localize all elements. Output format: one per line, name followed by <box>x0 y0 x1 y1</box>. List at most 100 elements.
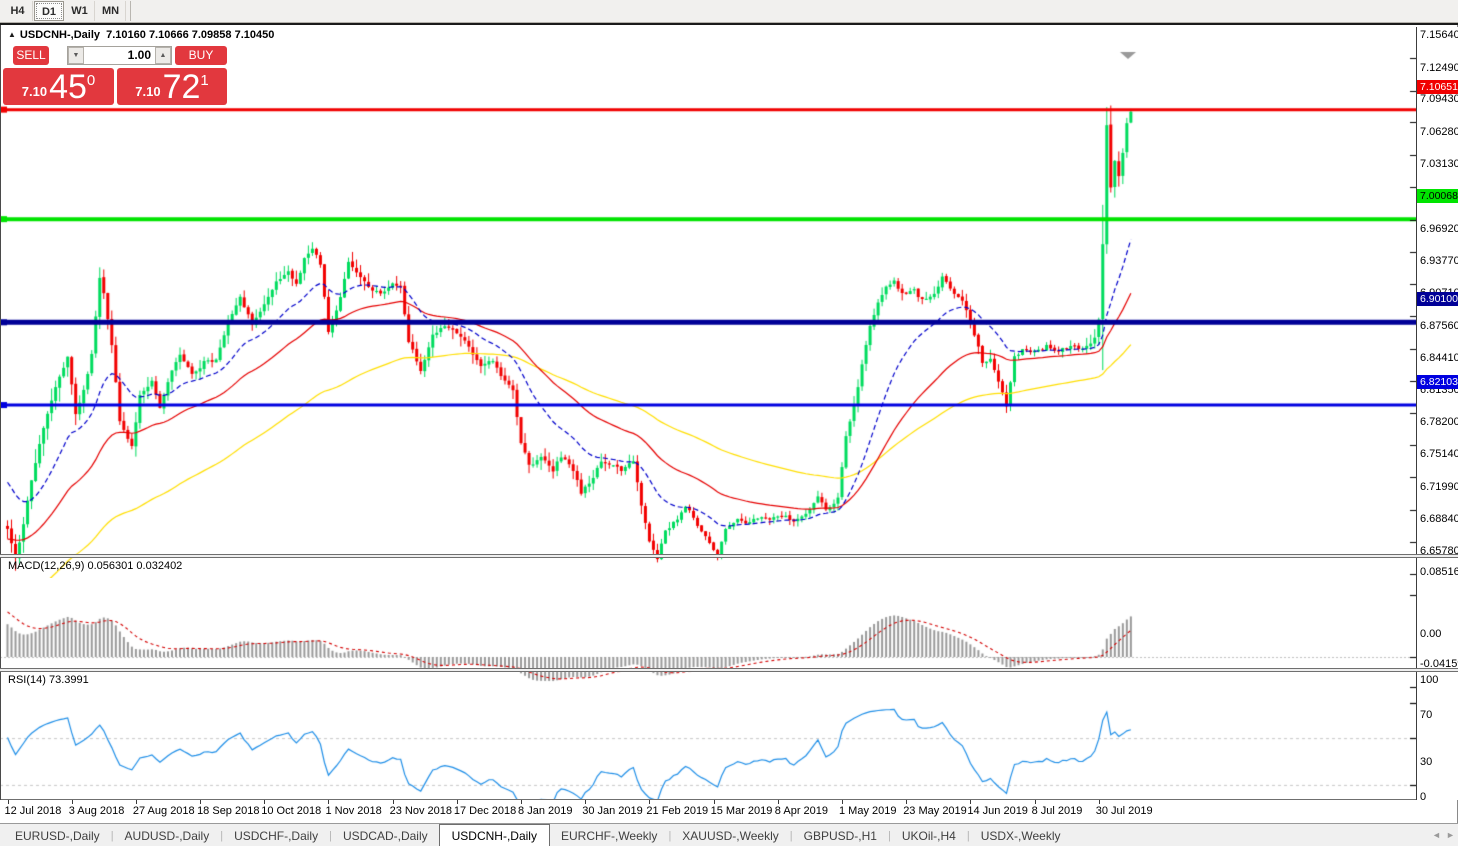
date-tick <box>906 800 908 804</box>
rsi-tick-label: 30 <box>1420 755 1433 768</box>
date-label: 10 Oct 2018 <box>261 805 322 817</box>
buy-price-big: 72 <box>162 68 201 106</box>
price-chart-canvas[interactable] <box>0 50 1416 578</box>
symbol-tab-gbpusd-h1[interactable]: GBPUSD-,H1 <box>803 829 877 843</box>
date-label: 3 Aug 2018 <box>68 805 125 817</box>
symbol-tab-xauusd-weekly[interactable]: XAUUSD-,Weekly <box>682 829 779 843</box>
price-tick-label: 6.84410 <box>1420 352 1458 365</box>
tab-separator: | <box>329 830 332 842</box>
symbol-tab-bar: EURUSD-,Daily | AUDUSD-,Daily | USDCHF-,Dail… <box>0 823 1458 846</box>
symbol-tab-usdcad-daily[interactable]: USDCAD-,Daily <box>342 829 428 843</box>
volume-decrease-button[interactable]: ▼ <box>68 47 84 64</box>
date-tick <box>1098 800 1100 804</box>
chevron-down-icon: ▼ <box>72 52 80 59</box>
price-tick-label: 7.03130 <box>1420 158 1458 171</box>
price-tick-label: 6.75140 <box>1420 448 1458 461</box>
macd-current-values: 0.056301 0.032402 <box>87 560 183 572</box>
volume-spinner: ▼ 1.00 ▲ <box>67 46 172 65</box>
rsi-indicator-label: RSI(14) 73.3991 <box>8 674 89 686</box>
sell-button[interactable]: SELL <box>13 46 49 65</box>
date-label: 8 Jan 2019 <box>518 805 573 817</box>
price-tick-label: 6.78200 <box>1420 416 1458 429</box>
price-axis[interactable]: 7.156407.124907.094307.062807.031306.999… <box>1417 27 1458 803</box>
tab-separator: | <box>220 830 224 842</box>
date-axis[interactable]: 12 Jul 2018 3 Aug 2018 27 Aug 2018 18 Sep 2… <box>0 800 1416 822</box>
symbol-marker-icon: ▲ <box>8 30 16 39</box>
date-tick <box>713 800 715 804</box>
date-label: 21 Feb 2019 <box>646 805 709 817</box>
price-tick-label: 7.12490 <box>1420 61 1458 74</box>
date-tick <box>841 800 843 804</box>
symbol-tabs: EURUSD-,Daily | AUDUSD-,Daily | USDCHF-,Dail… <box>4 823 1072 846</box>
date-tick <box>200 800 202 804</box>
panel-splitter-macd[interactable] <box>0 554 1458 558</box>
price-tick-label: 7.06280 <box>1420 125 1458 138</box>
window-left-border <box>0 25 1 822</box>
one-click-trade-panel: SELL ▼ 1.00 ▲ BUY 7.10 45 0 7.10 72 1 <box>3 46 227 105</box>
rsi-tick-label: 100 <box>1420 674 1439 686</box>
tab-separator: | <box>887 830 891 842</box>
rsi-tick-label: 0 <box>1420 791 1427 803</box>
volume-input[interactable]: 1.00 <box>127 48 151 62</box>
tab-separator: | <box>110 830 114 842</box>
date-label: 1 Nov 2018 <box>325 805 382 817</box>
chart-title: ▲ USDCNH-,Daily 7.10160 7.10666 7.09858 7… <box>8 29 274 41</box>
buy-button[interactable]: BUY <box>175 46 227 65</box>
volume-increase-button[interactable]: ▲ <box>155 47 171 64</box>
symbol-tab-ukoil-h4[interactable]: UKOil-,H4 <box>901 829 956 843</box>
date-tick <box>585 800 587 804</box>
price-tick-label: 6.68840 <box>1420 513 1458 526</box>
date-label: 18 Sep 2018 <box>197 805 260 817</box>
chart-ohlc-values: 7.10160 7.10666 7.09858 7.10450 <box>106 29 275 41</box>
chart-client-area: ▲ USDCNH-,Daily 7.10160 7.10666 7.09858 7… <box>0 23 1458 846</box>
hline-price-badge: 7.00068 <box>1417 189 1458 204</box>
rsi-bottom-border <box>0 799 1416 800</box>
timeframe-button-d1[interactable]: D1 <box>34 1 64 21</box>
hline-price-badge: 6.82103 <box>1417 375 1458 390</box>
rsi-current-value: 73.3991 <box>48 674 89 686</box>
tab-scroll-left-icon[interactable]: ◄ <box>1432 830 1441 840</box>
sell-price-prefix: 7.10 <box>21 84 48 99</box>
timeframe-button-h4[interactable]: H4 <box>3 1 33 21</box>
date-tick <box>264 800 266 804</box>
price-axis-separator <box>1416 27 1417 800</box>
buy-price-box[interactable]: 7.10 72 1 <box>117 68 227 105</box>
timeframe-button-w1[interactable]: W1 <box>65 1 95 21</box>
symbol-tab-usdchf-daily[interactable]: USDCHF-,Daily <box>234 829 319 843</box>
price-tick-label: 6.87560 <box>1420 319 1458 332</box>
symbol-tab-eurusd-daily[interactable]: EURUSD-,Daily <box>15 829 100 843</box>
macd-name: MACD(12,26,9) <box>8 560 85 572</box>
sell-price-box[interactable]: 7.10 45 0 <box>3 68 114 105</box>
tab-separator: | <box>789 830 793 842</box>
date-tick <box>777 800 779 804</box>
buy-price-pip: 1 <box>200 72 209 89</box>
chart-symbol-label: USDCNH-,Daily <box>19 29 100 41</box>
symbol-tab-usdx-weekly[interactable]: USDX-,Weekly <box>980 829 1061 843</box>
price-tick-label: 6.93770 <box>1420 255 1458 268</box>
buy-price-prefix: 7.10 <box>135 84 161 99</box>
price-tick-label: 6.71990 <box>1420 480 1458 493</box>
macd-panel-canvas[interactable] <box>0 581 1416 691</box>
timeframe-button-mn[interactable]: MN <box>96 1 126 21</box>
symbol-tab-usdcnh-daily[interactable]: USDCNH-,Daily <box>438 823 550 846</box>
date-label: 23 Nov 2018 <box>389 805 453 817</box>
panel-splitter-rsi[interactable] <box>0 668 1458 672</box>
date-tick <box>328 800 330 804</box>
toolbar-divider <box>130 1 131 21</box>
rsi-name: RSI(14) <box>8 674 46 686</box>
date-label: 1 May 2019 <box>838 805 897 817</box>
sell-price-pip: 0 <box>86 72 96 89</box>
date-tick <box>521 800 523 804</box>
tab-scroll-right-icon[interactable]: ► <box>1446 830 1455 840</box>
symbol-tab-eurchf-weekly[interactable]: EURCHF-,Weekly <box>560 829 658 843</box>
timeframe-toolbar: H4 D1 W1 MN <box>0 0 1458 23</box>
date-tick <box>456 800 458 804</box>
date-label: 30 Jan 2019 <box>582 805 643 817</box>
macd-tick-label: -0.04159 <box>1420 658 1458 671</box>
date-label: 8 Apr 2019 <box>774 805 829 817</box>
date-label: 12 Jul 2018 <box>4 805 62 817</box>
symbol-tab-audusd-daily[interactable]: AUDUSD-,Daily <box>124 829 210 843</box>
price-tick-label: 6.96920 <box>1420 222 1458 235</box>
macd-indicator-label: MACD(12,26,9) 0.056301 0.032402 <box>8 560 182 572</box>
